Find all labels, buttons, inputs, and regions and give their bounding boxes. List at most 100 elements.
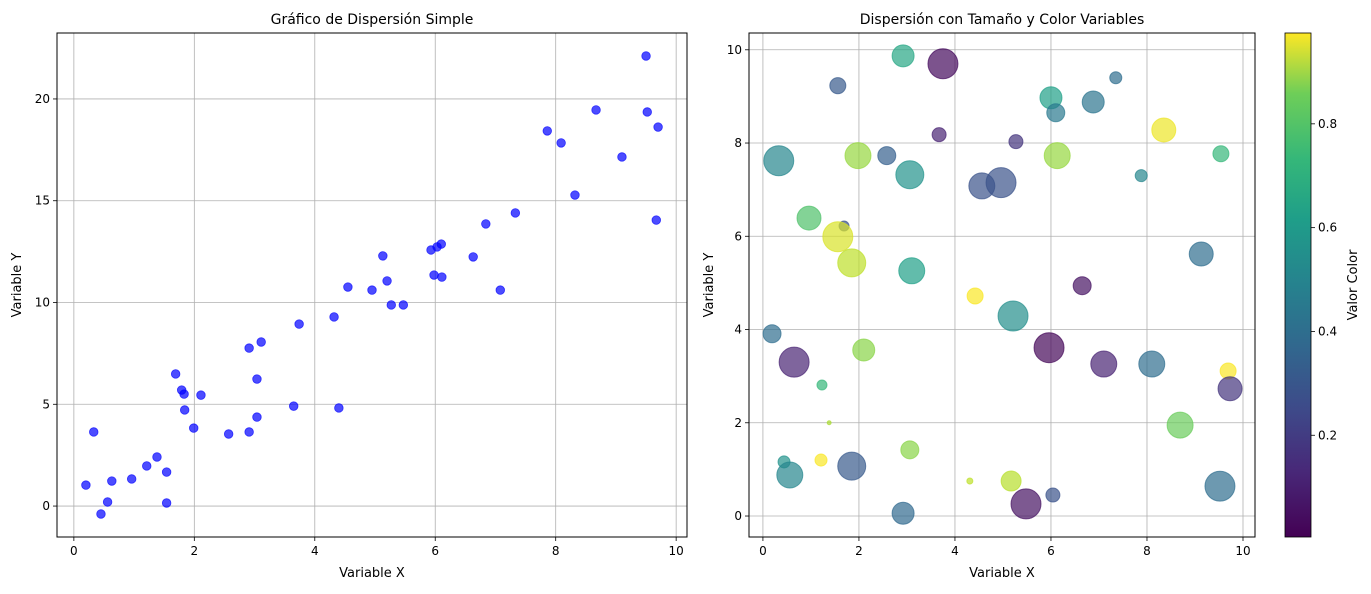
data-point xyxy=(642,107,652,117)
data-point xyxy=(570,190,580,200)
data-point xyxy=(542,126,552,136)
data-point xyxy=(556,138,566,148)
data-point xyxy=(1010,488,1042,520)
data-point xyxy=(1188,241,1214,267)
data-point xyxy=(1204,470,1236,502)
data-point xyxy=(152,452,162,462)
data-point xyxy=(1151,117,1177,143)
colorbar-tick-label: 0.6 xyxy=(1318,221,1337,235)
data-point xyxy=(378,251,388,261)
data-point xyxy=(966,477,974,485)
x-tick-label: 10 xyxy=(1235,544,1250,558)
data-point xyxy=(895,160,925,190)
y-tick-label: 8 xyxy=(734,136,742,150)
data-point xyxy=(1072,276,1092,296)
data-point xyxy=(81,480,91,490)
data-point xyxy=(778,346,810,378)
data-point xyxy=(816,379,828,391)
data-point xyxy=(481,219,491,229)
y-tick-label: 2 xyxy=(734,416,742,430)
x-tick-label: 2 xyxy=(855,544,863,558)
chart-title: Gráfico de Dispersión Simple xyxy=(271,12,474,28)
data-point xyxy=(591,105,601,115)
data-point xyxy=(170,369,181,379)
data-point xyxy=(814,453,828,467)
data-point xyxy=(891,501,915,525)
simple-scatter-plot: Gráfico de Dispersión Simple Variable X … xyxy=(10,12,688,581)
data-point xyxy=(126,474,137,484)
data-point xyxy=(844,142,872,170)
data-point xyxy=(437,272,447,282)
x-tick-label: 4 xyxy=(951,544,959,558)
data-point xyxy=(142,461,152,471)
colorbar-tick-label: 0.4 xyxy=(1318,324,1337,338)
colorbar-label: Valor Color xyxy=(1346,249,1361,320)
sized-colored-scatter-plot: Dispersión con Tamaño y Color Variables … xyxy=(702,12,1256,581)
data-point xyxy=(102,497,113,507)
x-tick-label: 4 xyxy=(311,544,319,558)
y-axis-label: Variable Y xyxy=(10,253,25,318)
x-tick-label: 6 xyxy=(1047,544,1055,558)
x-tick-label: 8 xyxy=(1143,544,1151,558)
data-point xyxy=(1045,487,1061,503)
y-axis-label: Variable Y xyxy=(702,253,717,318)
y-tick-label: 4 xyxy=(734,323,742,337)
data-point xyxy=(1033,332,1065,364)
data-point xyxy=(617,152,627,162)
data-point xyxy=(294,319,304,329)
chart-title: Dispersión con Tamaño y Color Variables xyxy=(860,12,1145,28)
data-point xyxy=(244,343,254,353)
data-point xyxy=(796,205,822,231)
data-point xyxy=(1046,103,1066,123)
x-tick-label: 10 xyxy=(669,544,684,558)
data-point xyxy=(289,401,299,411)
y-tick-label: 5 xyxy=(42,397,50,411)
data-point xyxy=(96,509,106,519)
x-tick-label: 6 xyxy=(431,544,439,558)
data-point xyxy=(161,467,172,477)
data-point xyxy=(826,420,832,426)
data-point xyxy=(1217,376,1243,402)
data-point xyxy=(852,338,876,362)
x-tick-label: 8 xyxy=(552,544,560,558)
data-point xyxy=(837,248,867,278)
data-point xyxy=(89,427,99,437)
data-point xyxy=(510,208,521,218)
y-tick-label: 6 xyxy=(734,229,742,243)
data-point xyxy=(1138,350,1166,378)
y-tick-label: 10 xyxy=(727,43,742,57)
data-point xyxy=(829,77,847,95)
data-point xyxy=(196,390,206,400)
data-point xyxy=(429,270,439,280)
data-point xyxy=(891,44,915,68)
x-tick-label: 0 xyxy=(759,544,767,558)
data-point xyxy=(877,146,897,166)
colorbar-frame xyxy=(1284,32,1312,538)
data-point xyxy=(927,48,959,80)
data-point xyxy=(223,429,234,439)
data-point xyxy=(1008,134,1024,150)
data-point xyxy=(189,423,199,433)
data-point xyxy=(776,461,804,489)
data-point xyxy=(1090,350,1118,378)
axes-frame xyxy=(56,32,688,538)
data-point xyxy=(436,239,446,249)
data-point xyxy=(1166,411,1194,439)
colorbar-tick-label: 0.2 xyxy=(1318,428,1337,442)
data-point xyxy=(837,451,867,481)
data-point xyxy=(334,403,344,413)
data-point xyxy=(900,440,920,460)
data-point xyxy=(1000,470,1022,492)
axes-frame xyxy=(748,32,1256,538)
data-point xyxy=(179,405,190,415)
data-point xyxy=(931,127,947,143)
data-point xyxy=(495,285,505,295)
data-point xyxy=(1043,142,1071,170)
data-point xyxy=(468,252,478,262)
data-point xyxy=(386,300,396,310)
data-point xyxy=(997,300,1029,332)
data-point xyxy=(252,374,262,384)
data-point xyxy=(382,276,392,286)
data-point xyxy=(244,427,254,437)
